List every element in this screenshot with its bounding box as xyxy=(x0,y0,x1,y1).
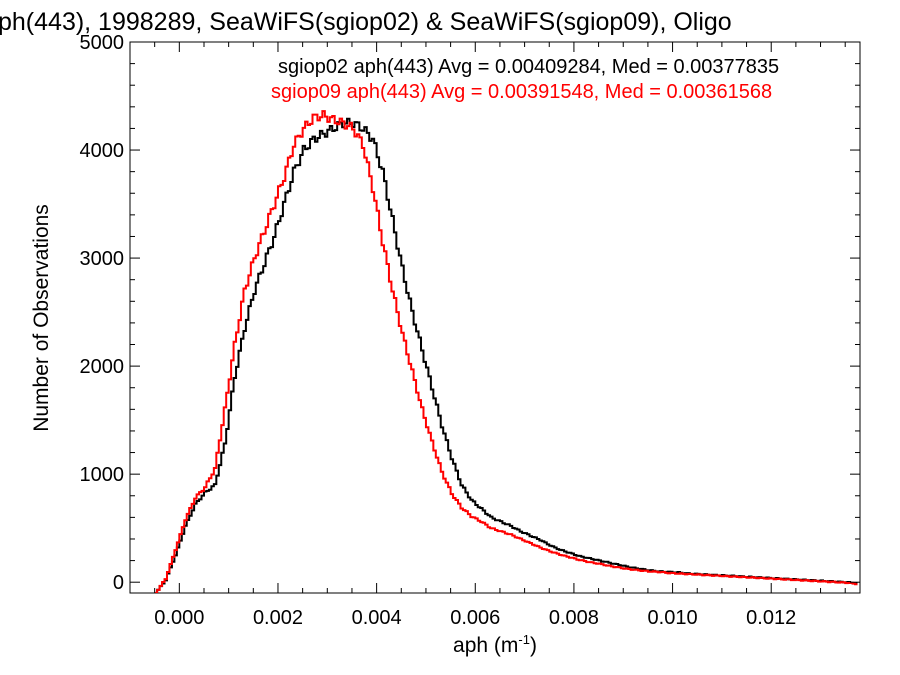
y-axis-title: Number of Observations xyxy=(30,204,53,432)
x-axis-title-superscript: -1 xyxy=(518,632,530,647)
x-axis-title-close: ) xyxy=(530,634,537,657)
plot-frame xyxy=(129,41,861,594)
chart-title: ph(443), 1998289, SeaWiFS(sgiop02) & Sea… xyxy=(0,8,732,36)
x-axis: 0.000 0.002 0.004 0.006 0.008 0.010 0.012 xyxy=(129,42,846,629)
x-tick-label: 0.006 xyxy=(450,607,500,629)
series-line-sgiop09 xyxy=(154,110,858,593)
x-axis-title: aph (m-1) xyxy=(453,632,537,657)
y-tick-label: 2000 xyxy=(80,356,125,378)
plot-border xyxy=(129,41,861,594)
y-tick-label: 4000 xyxy=(80,140,125,162)
y-tick-label: 3000 xyxy=(80,248,125,270)
y-tick-label: 0 xyxy=(113,572,124,594)
x-tick-label: 0.012 xyxy=(746,607,796,629)
series-line-sgiop02 xyxy=(154,117,858,593)
y-tick-label: 5000 xyxy=(80,32,125,54)
y-tick-label: 1000 xyxy=(80,464,125,486)
x-tick-label: 0.002 xyxy=(253,607,303,629)
x-axis-title-main: aph (m xyxy=(453,634,518,657)
x-tick-label: 0.010 xyxy=(648,607,698,629)
legend-entry-sgiop09: sgiop09 aph(443) Avg = 0.00391548, Med =… xyxy=(271,81,772,103)
x-tick-label: 0.008 xyxy=(549,607,599,629)
x-tick-label: 0.004 xyxy=(352,607,402,629)
series-layer xyxy=(154,110,858,593)
x-tick-label: 0.000 xyxy=(154,607,204,629)
legend-entry-sgiop02: sgiop02 aph(443) Avg = 0.00409284, Med =… xyxy=(278,56,779,78)
y-axis: 0 1000 2000 3000 4000 5000 xyxy=(80,32,860,594)
